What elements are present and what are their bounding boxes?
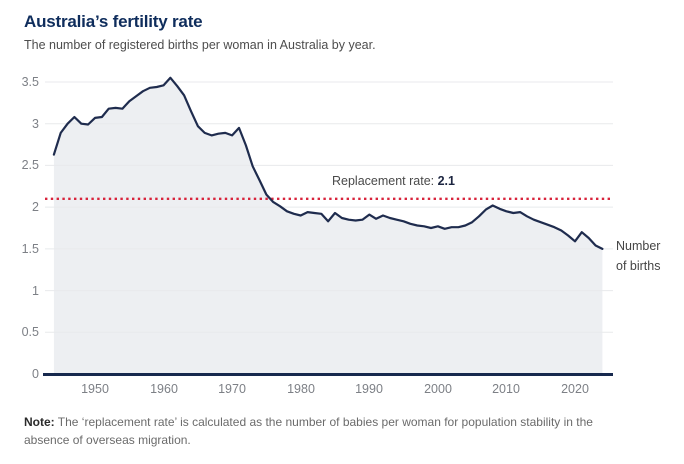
chart-title: Australia’s fertility rate — [24, 12, 203, 31]
y-tick-label: 2 — [32, 200, 39, 214]
y-tick-label: 0.5 — [21, 325, 39, 339]
series-label-number-of-births: Number of births — [616, 239, 661, 273]
y-tick-label: 1 — [32, 284, 39, 298]
replacement-rate-label: Replacement rate: 2.1 — [300, 174, 455, 188]
y-tick-label: 0 — [32, 367, 39, 381]
note: Note: The ‘replacement rate’ is calculat… — [24, 413, 616, 449]
y-tick-label: 3.5 — [21, 75, 39, 89]
x-tick-label: 1950 — [81, 382, 109, 396]
replacement-rate-value: 2.1 — [437, 174, 455, 188]
x-tick-label: 2010 — [492, 382, 520, 396]
x-tick-label: 1990 — [355, 382, 383, 396]
y-tick-label: 3 — [32, 117, 39, 131]
area-fill — [53, 77, 603, 375]
replacement-rate-text: Replacement rate: — [331, 174, 435, 188]
y-tick-label: 1.5 — [21, 242, 39, 256]
fertility-line — [52, 76, 604, 250]
x-tick-label: 1970 — [218, 382, 246, 396]
note-label: Note: — [24, 415, 55, 429]
note-text: The ‘replacement rate’ is calculated as … — [24, 415, 593, 447]
y-tick-label: 2.5 — [21, 158, 39, 172]
x-tick-label: 1980 — [287, 382, 315, 396]
chart-subtitle: The number of registered births per woma… — [24, 38, 376, 52]
x-tick-label: 2000 — [424, 382, 452, 396]
x-tick-label: 2020 — [561, 382, 589, 396]
x-tick-label: 1960 — [150, 382, 178, 396]
